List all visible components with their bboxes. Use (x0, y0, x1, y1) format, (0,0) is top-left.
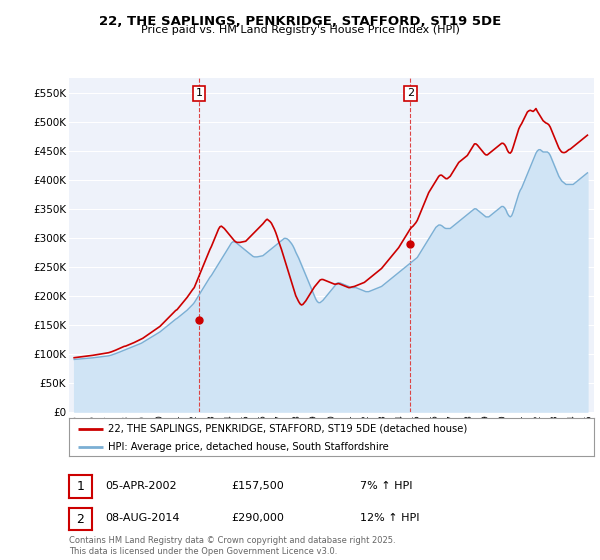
Text: HPI: Average price, detached house, South Staffordshire: HPI: Average price, detached house, Sout… (109, 442, 389, 452)
Text: Contains HM Land Registry data © Crown copyright and database right 2025.
This d: Contains HM Land Registry data © Crown c… (69, 536, 395, 556)
Text: 1: 1 (76, 480, 85, 493)
Text: 12% ↑ HPI: 12% ↑ HPI (360, 513, 419, 523)
Text: 2: 2 (407, 88, 414, 99)
Text: 1: 1 (196, 88, 202, 99)
Text: 05-APR-2002: 05-APR-2002 (105, 480, 176, 491)
Text: 08-AUG-2014: 08-AUG-2014 (105, 513, 179, 523)
Text: 22, THE SAPLINGS, PENKRIDGE, STAFFORD, ST19 5DE (detached house): 22, THE SAPLINGS, PENKRIDGE, STAFFORD, S… (109, 424, 467, 434)
Text: 22, THE SAPLINGS, PENKRIDGE, STAFFORD, ST19 5DE: 22, THE SAPLINGS, PENKRIDGE, STAFFORD, S… (99, 15, 501, 27)
Text: 7% ↑ HPI: 7% ↑ HPI (360, 480, 413, 491)
Text: £157,500: £157,500 (231, 480, 284, 491)
Text: £290,000: £290,000 (231, 513, 284, 523)
Text: 2: 2 (76, 512, 85, 526)
Text: Price paid vs. HM Land Registry's House Price Index (HPI): Price paid vs. HM Land Registry's House … (140, 25, 460, 35)
